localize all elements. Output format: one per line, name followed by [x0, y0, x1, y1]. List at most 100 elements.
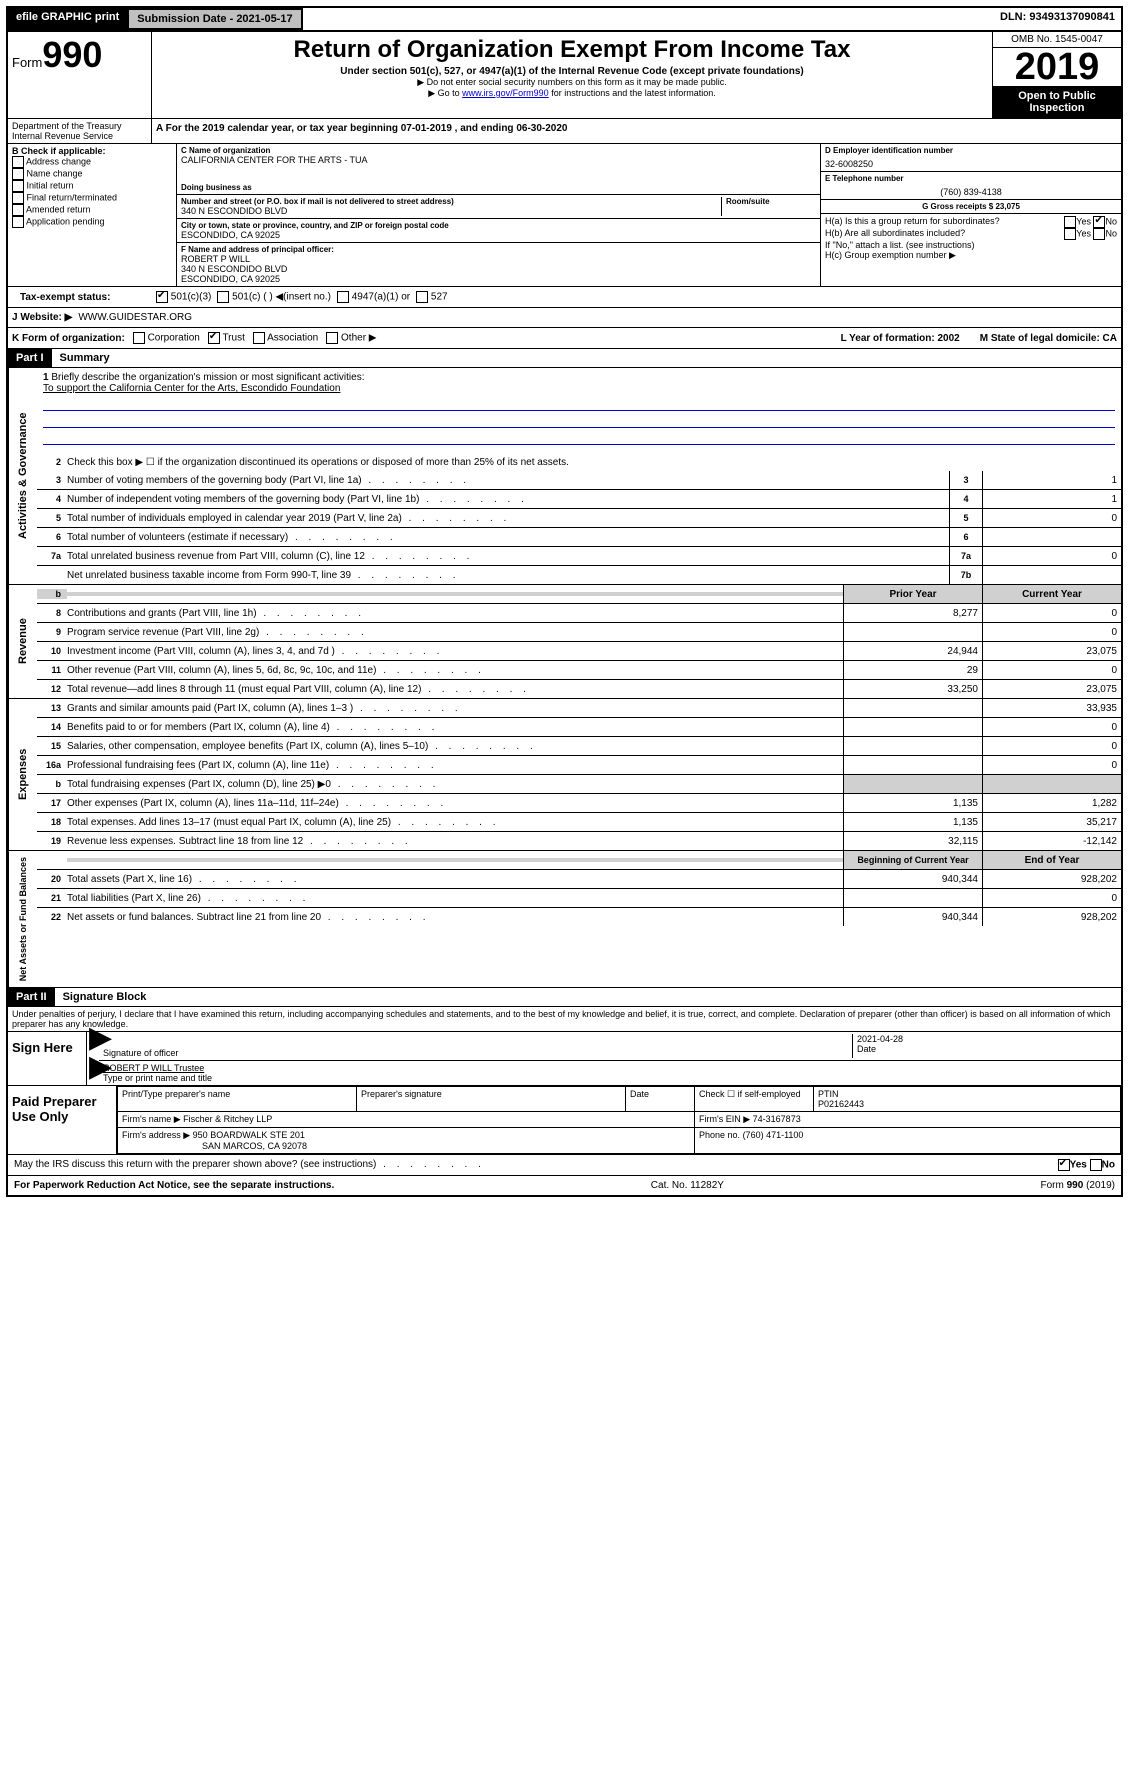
- summary-line: 3Number of voting members of the governi…: [37, 471, 1121, 490]
- vert-governance: Activities & Governance: [8, 368, 37, 584]
- revenue-line: 10Investment income (Part VIII, column (…: [37, 642, 1121, 661]
- check-item: Address change: [12, 156, 172, 168]
- instructions-link[interactable]: www.irs.gov/Form990: [462, 88, 549, 98]
- subtitle: Under section 501(c), 527, or 4947(a)(1)…: [158, 66, 986, 77]
- mission-area: 1 Briefly describe the organization's mi…: [37, 368, 1121, 453]
- mission-label: Briefly describe the organization's miss…: [51, 372, 364, 383]
- phone-cell: E Telephone number (760) 839-4138: [821, 172, 1121, 200]
- expense-line: 17Other expenses (Part IX, column (A), l…: [37, 794, 1121, 813]
- note2-pre: ▶ Go to: [428, 88, 462, 98]
- city-cell: City or town, state or province, country…: [177, 219, 820, 243]
- dba-label: Doing business as: [181, 183, 816, 192]
- line2: 2 Check this box ▶ ☐ if the organization…: [37, 453, 1121, 471]
- revenue-line: 12Total revenue—add lines 8 through 11 (…: [37, 680, 1121, 698]
- header-row: Form990 Return of Organization Exempt Fr…: [8, 32, 1121, 119]
- dept-period-row: Department of the Treasury Internal Reve…: [8, 119, 1121, 144]
- right-info: D Employer identification number 32-6008…: [820, 144, 1121, 286]
- ha-yesno: Yes No: [1064, 216, 1117, 228]
- sign-here-label: Sign Here: [8, 1032, 87, 1085]
- top-bar: efile GRAPHIC print Submission Date - 20…: [6, 6, 1123, 30]
- street: 340 N ESCONDIDO BLVD: [181, 206, 721, 216]
- netassets-line: 22Net assets or fund balances. Subtract …: [37, 908, 1121, 926]
- part1-title: Summary: [52, 349, 1121, 367]
- prior-year-header: Prior Year: [843, 585, 982, 603]
- sig-date-label: Date: [857, 1044, 1117, 1054]
- hb-yesno: Yes No: [1064, 228, 1117, 240]
- footer-row: For Paperwork Reduction Act Notice, see …: [8, 1175, 1121, 1195]
- vert-expenses: Expenses: [8, 699, 37, 850]
- firm-ein-cell: Firm's EIN ▶ 74-3167873: [695, 1112, 1121, 1128]
- year-box: OMB No. 1545-0047 2019 Open to Public In…: [992, 32, 1121, 118]
- form-number: 990: [42, 34, 102, 75]
- preparer-table: Print/Type preparer's name Preparer's si…: [117, 1086, 1121, 1154]
- i-label: Tax-exempt status:: [20, 292, 150, 303]
- summary-line: 5Total number of individuals employed in…: [37, 509, 1121, 528]
- summary-line: Net unrelated business taxable income fr…: [37, 566, 1121, 584]
- paperwork-notice: For Paperwork Reduction Act Notice, see …: [14, 1180, 334, 1191]
- check-item: Initial return: [12, 180, 172, 192]
- tax-exempt-row: Tax-exempt status: 501(c)(3) 501(c) ( ) …: [8, 287, 1121, 308]
- revenue-line: 9Program service revenue (Part VIII, lin…: [37, 623, 1121, 642]
- expense-line: 18Total expenses. Add lines 13–17 (must …: [37, 813, 1121, 832]
- form-container: Form990 Return of Organization Exempt Fr…: [6, 30, 1123, 1197]
- firm-addr-cell: Firm's address ▶ 950 BOARDWALK STE 201SA…: [118, 1128, 695, 1154]
- efile-button[interactable]: efile GRAPHIC print: [8, 8, 127, 30]
- revenue-section: Revenue b Prior Year Current Year 8Contr…: [8, 585, 1121, 699]
- check-item: Final return/terminated: [12, 192, 172, 204]
- check-item: Amended return: [12, 204, 172, 216]
- ha-label: H(a) Is this a group return for subordin…: [825, 216, 1000, 228]
- part2-header-row: Part II Signature Block: [8, 988, 1121, 1007]
- cat-no: Cat. No. 11282Y: [651, 1180, 724, 1191]
- note2-post: for instructions and the latest informat…: [549, 88, 716, 98]
- city-label: City or town, state or province, country…: [181, 221, 816, 230]
- firm-name-cell: Firm's name ▶ Fischer & Ritchey LLP: [118, 1112, 695, 1128]
- j-label: J Website: ▶: [12, 312, 72, 323]
- arrow-icon: ▶: [89, 1032, 112, 1044]
- d-label: D Employer identification number: [825, 146, 1117, 155]
- line2-text: Check this box ▶ ☐ if the organization d…: [67, 455, 1121, 470]
- check-item: Name change: [12, 168, 172, 180]
- expense-line: bTotal fundraising expenses (Part IX, co…: [37, 775, 1121, 794]
- discuss-text: May the IRS discuss this return with the…: [14, 1159, 485, 1171]
- expense-line: 14Benefits paid to or for members (Part …: [37, 718, 1121, 737]
- check-self: Check ☐ if self-employed: [695, 1087, 814, 1112]
- ein: 32-6008250: [825, 159, 1117, 169]
- sig-date: 2021-04-28: [857, 1034, 1117, 1044]
- sig-date-row: ▶ Signature of officer 2021-04-28 Date: [99, 1032, 1121, 1061]
- netassets-line: 21Total liabilities (Part X, line 26)0: [37, 889, 1121, 908]
- dln-label: DLN: 93493137090841: [994, 8, 1121, 30]
- vert-revenue: Revenue: [8, 585, 37, 698]
- end-year-header: End of Year: [982, 851, 1121, 869]
- f-label: F Name and address of principal officer:: [181, 245, 816, 254]
- note1: ▶ Do not enter social security numbers o…: [158, 77, 986, 88]
- hb-label: H(b) Are all subordinates included?: [825, 228, 965, 240]
- website-value: WWW.GUIDESTAR.ORG: [78, 312, 192, 323]
- prep-date-label: Date: [626, 1087, 695, 1112]
- dept-treasury: Department of the Treasury Internal Reve…: [8, 119, 152, 143]
- i-opt-0: 501(c)(3): [156, 291, 211, 303]
- street-cell: Number and street (or P.O. box if mail i…: [177, 195, 820, 219]
- paid-preparer-section: Paid Preparer Use Only Print/Type prepar…: [8, 1086, 1121, 1155]
- expense-line: 13Grants and similar amounts paid (Part …: [37, 699, 1121, 718]
- gross-receipts: G Gross receipts $ 23,075: [821, 200, 1121, 214]
- netassets-line: 20Total assets (Part X, line 16)940,3449…: [37, 870, 1121, 889]
- city: ESCONDIDO, CA 92025: [181, 230, 816, 240]
- k-opt-1: Trust: [208, 332, 245, 344]
- h-section: H(a) Is this a group return for subordin…: [821, 214, 1121, 286]
- check-item: Application pending: [12, 216, 172, 228]
- k-row: K Form of organization: Corporation Trus…: [8, 328, 1121, 349]
- check-applicable: B Check if applicable: Address change Na…: [8, 144, 177, 286]
- hb-note: If "No," attach a list. (see instruction…: [825, 240, 1117, 250]
- sig-officer-label: Signature of officer: [103, 1048, 852, 1058]
- m-label: M State of legal domicile: CA: [980, 333, 1117, 344]
- prep-sig-label: Preparer's signature: [357, 1087, 626, 1112]
- name-title: ROBERT P WILL Trustee: [103, 1063, 1117, 1073]
- i-opt-2: 4947(a)(1) or: [337, 291, 410, 303]
- form-number-box: Form990: [8, 32, 152, 118]
- section-b: B Check if applicable: Address change Na…: [8, 144, 1121, 287]
- discuss-yesno: Yes No: [1058, 1159, 1115, 1171]
- submission-date: Submission Date - 2021-05-17: [127, 8, 302, 30]
- c-label: C Name of organization: [181, 146, 816, 155]
- street-label: Number and street (or P.O. box if mail i…: [181, 197, 721, 206]
- b-label: B Check if applicable:: [12, 146, 172, 156]
